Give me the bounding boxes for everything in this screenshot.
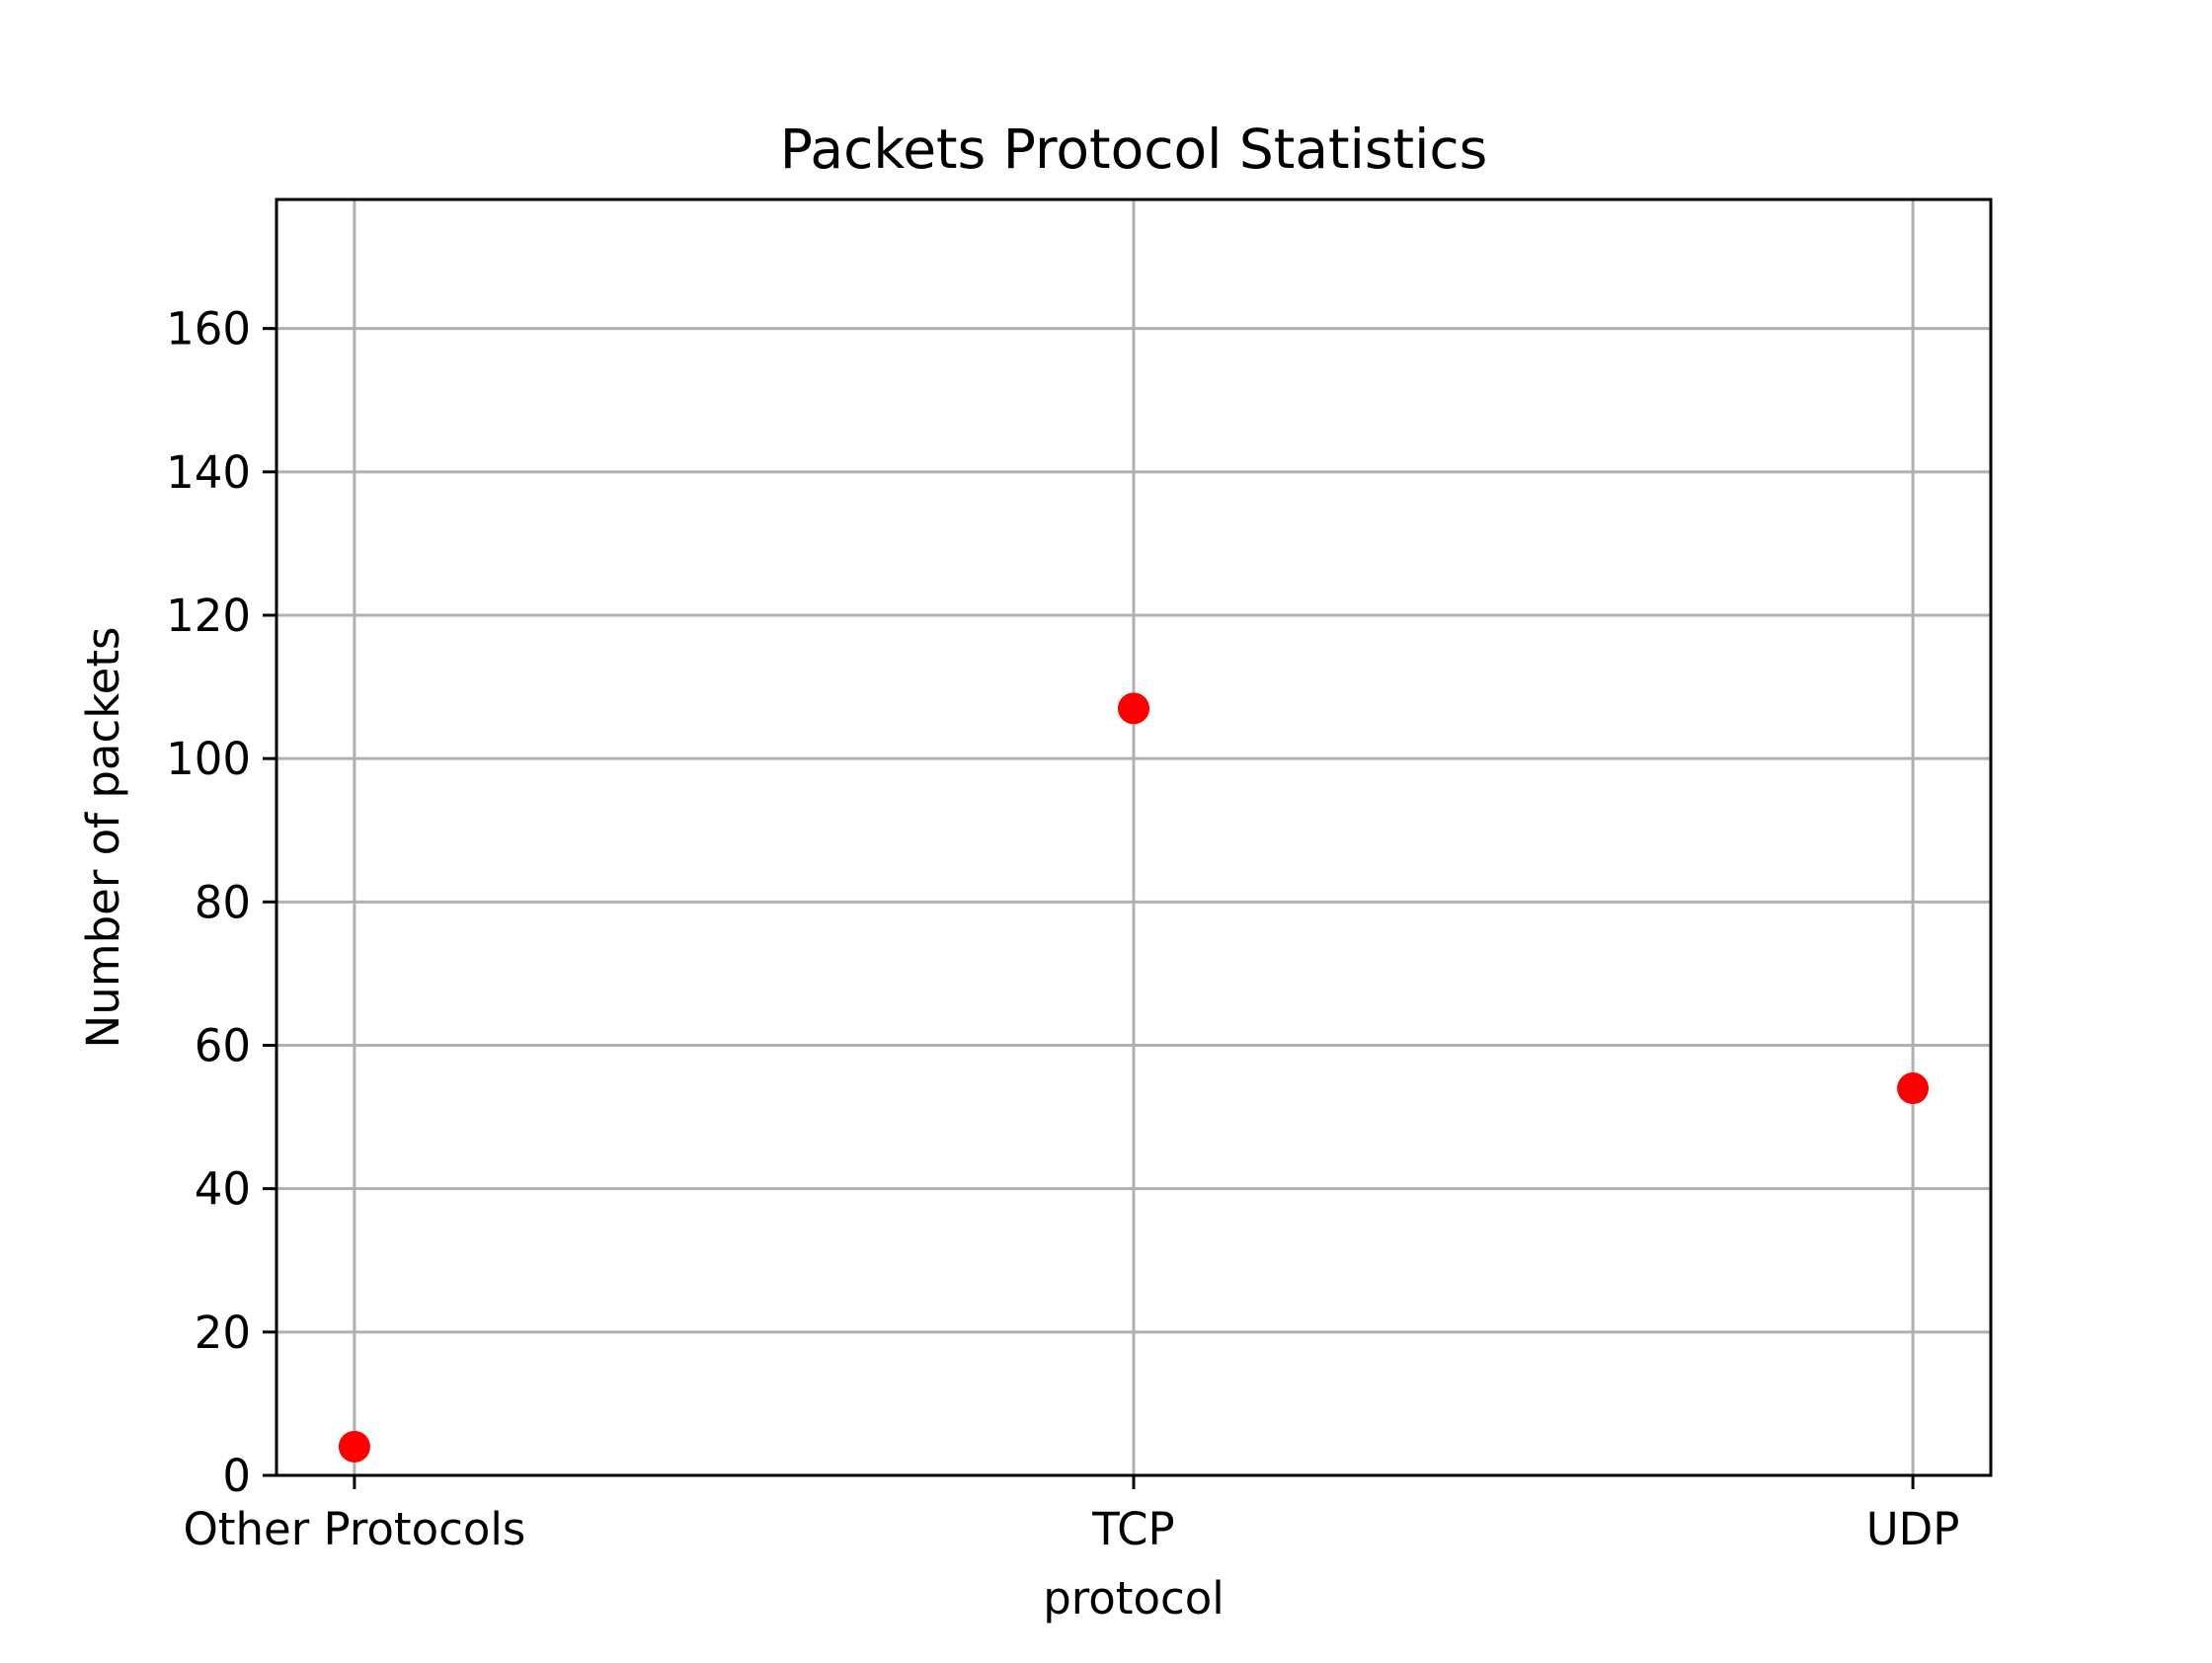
data-point bbox=[1118, 692, 1149, 725]
y-tick-label: 160 bbox=[166, 303, 251, 356]
y-tick-label: 40 bbox=[195, 1163, 251, 1216]
y-tick-label: 80 bbox=[195, 876, 251, 928]
y-tick-label: 20 bbox=[195, 1307, 251, 1359]
x-axis-label: protocol bbox=[1043, 1572, 1224, 1624]
data-points bbox=[338, 692, 1930, 1463]
axis-ticks: 0 20 40 60 80 100 120 140 160 Other Protocols TCP U… bbox=[166, 303, 1959, 1555]
y-tick-label: 100 bbox=[166, 733, 251, 785]
data-point bbox=[1897, 1072, 1930, 1105]
chart-title: Packets Protocol Statistics bbox=[780, 118, 1488, 181]
y-axis-label: Number of packets bbox=[77, 627, 129, 1049]
y-tick-label: 0 bbox=[222, 1450, 251, 1502]
grid bbox=[276, 199, 1991, 1477]
x-tick-label: Other Protocols bbox=[183, 1503, 525, 1555]
y-tick-label: 120 bbox=[166, 590, 251, 642]
y-tick-label: 140 bbox=[166, 446, 251, 499]
x-tick-label: TCP bbox=[1091, 1503, 1174, 1555]
data-point bbox=[338, 1430, 370, 1463]
y-tick-label: 60 bbox=[195, 1019, 251, 1071]
plot-frame bbox=[275, 198, 1993, 1477]
x-tick-label: UDP bbox=[1866, 1503, 1960, 1555]
